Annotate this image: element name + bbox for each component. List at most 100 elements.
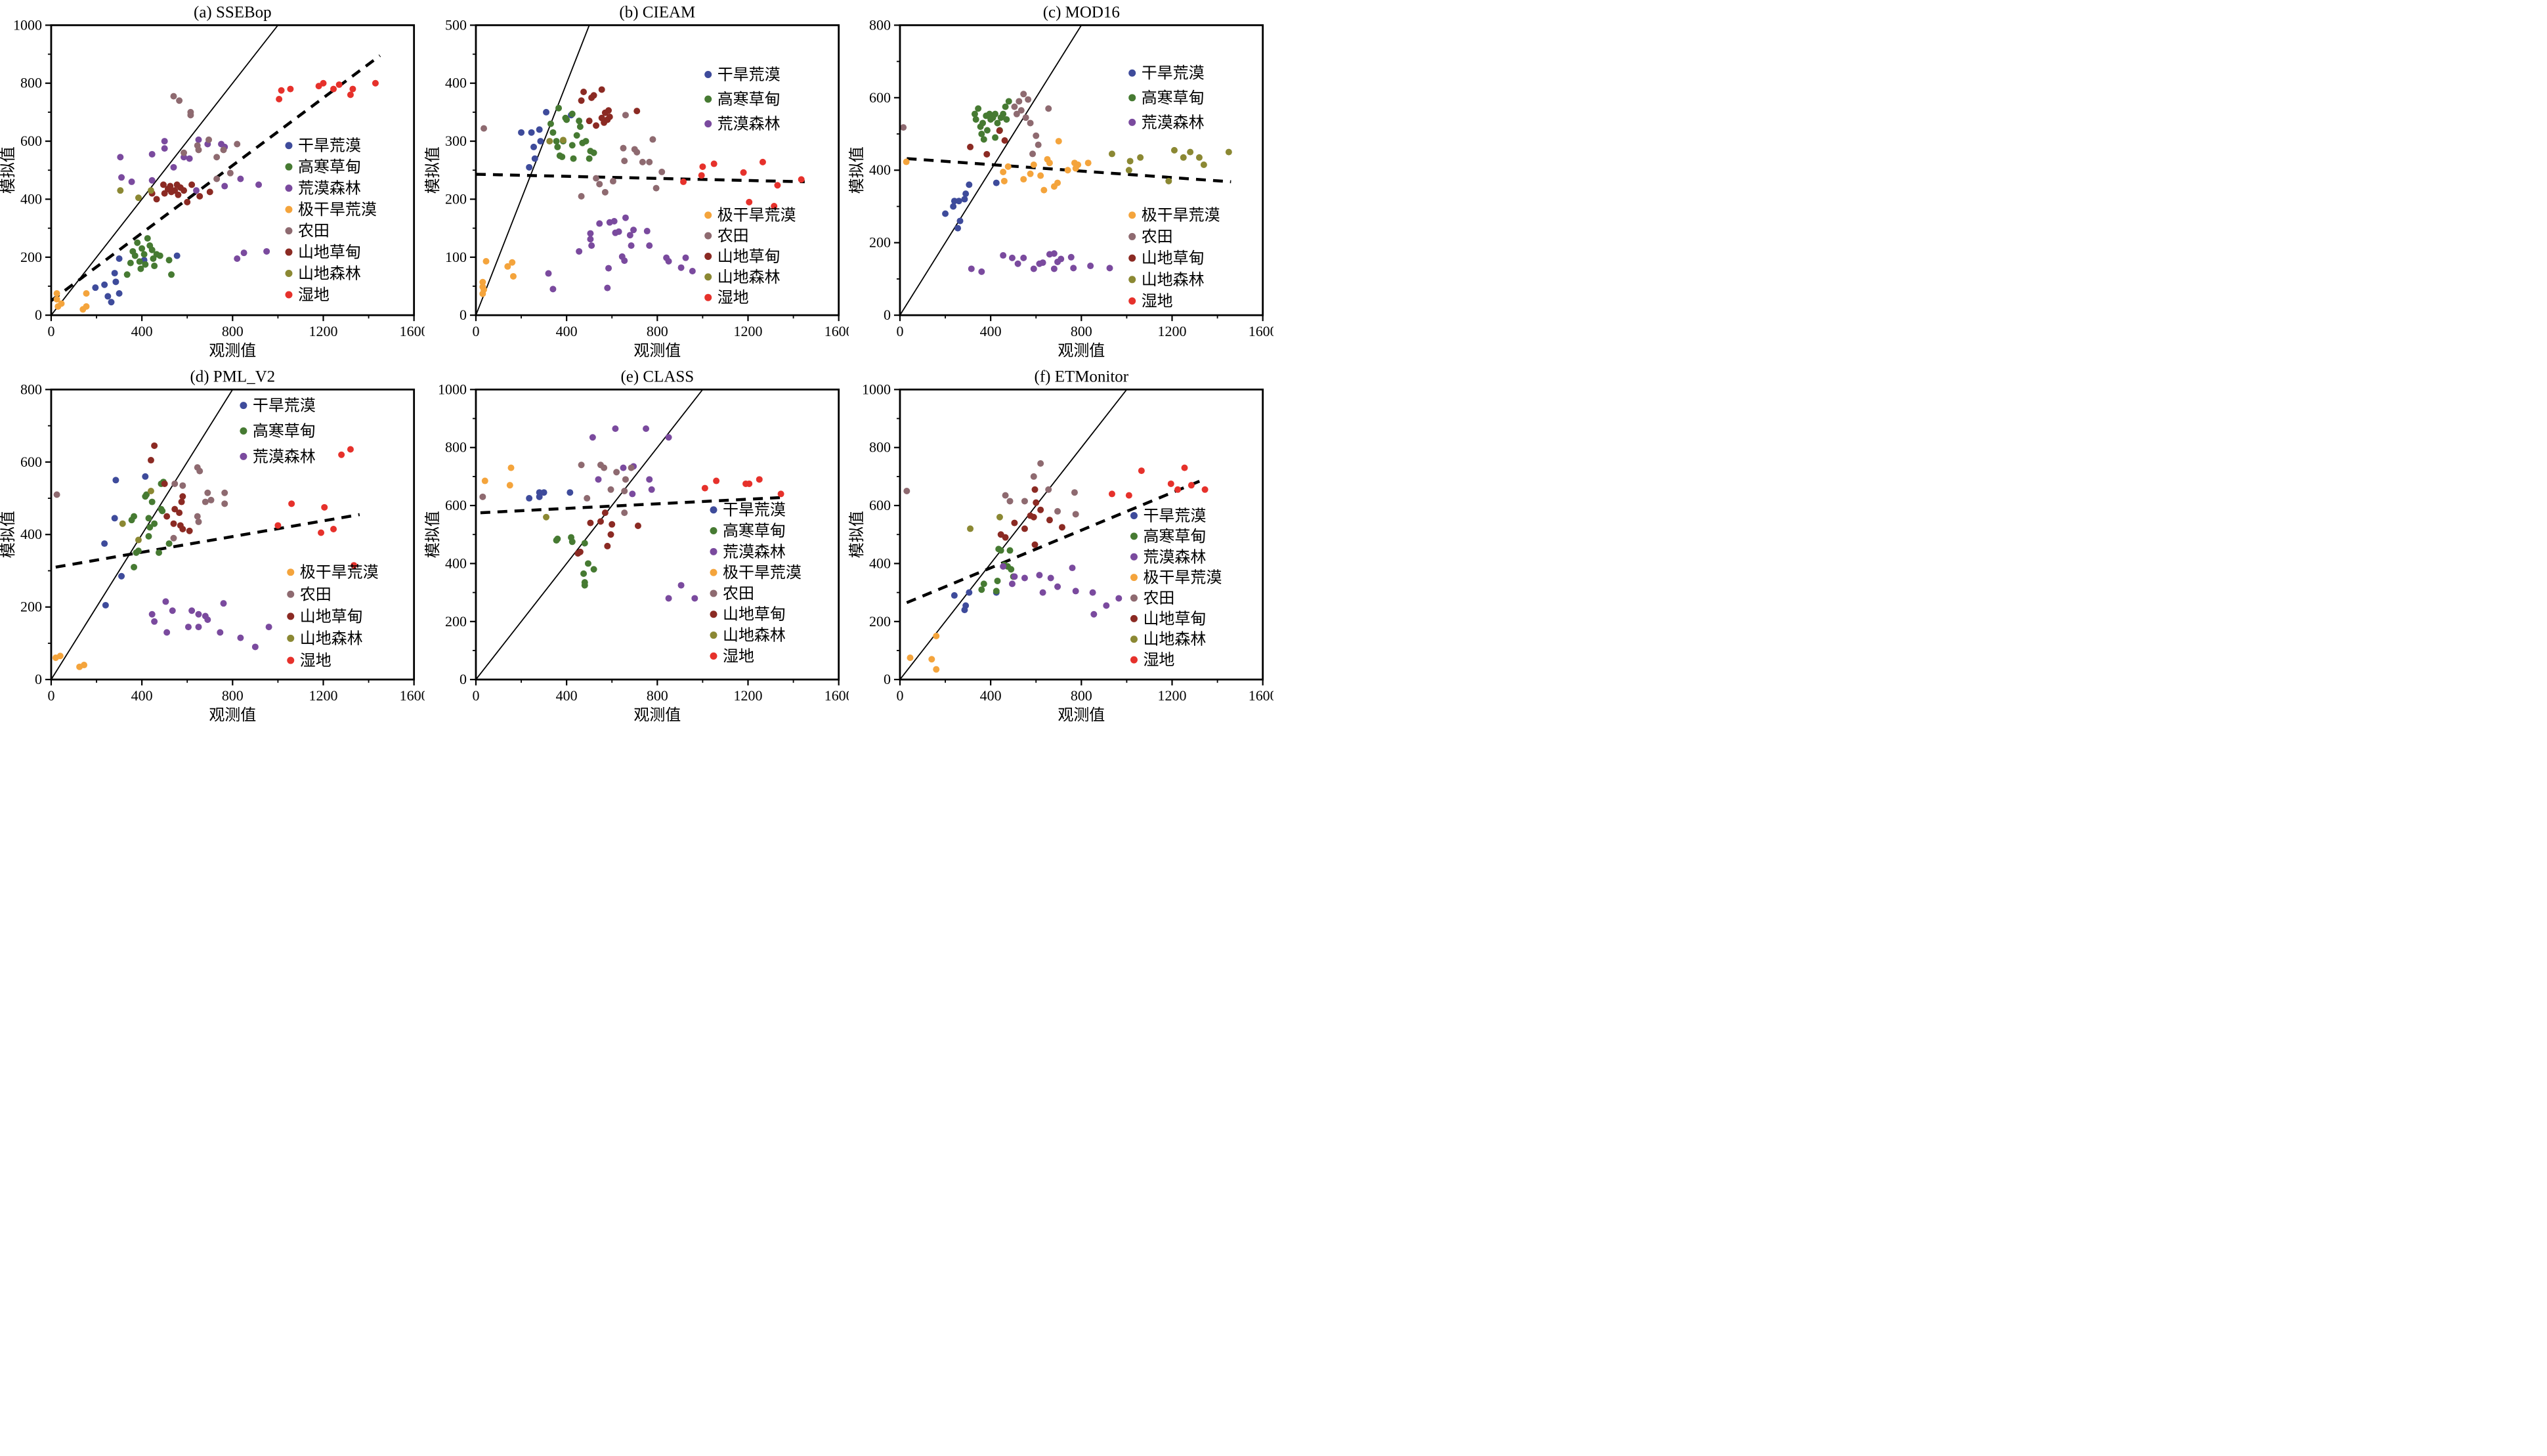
data-point xyxy=(170,163,177,171)
data-point xyxy=(1051,265,1058,272)
data-point xyxy=(601,188,609,196)
legend-item-label: 荒漠森林 xyxy=(1144,548,1207,566)
legend-item-label: 湿地 xyxy=(1142,292,1173,310)
data-point xyxy=(1180,154,1188,161)
data-point xyxy=(578,97,585,104)
legend-item-label: 农田 xyxy=(1144,589,1175,607)
data-point xyxy=(220,599,227,607)
data-point xyxy=(620,464,627,471)
data-point xyxy=(620,144,627,152)
data-point xyxy=(1035,141,1042,148)
data-point xyxy=(665,257,672,265)
data-point xyxy=(509,272,517,280)
x-tick-label: 400 xyxy=(555,687,577,704)
data-point xyxy=(777,490,784,497)
data-point xyxy=(628,490,635,497)
data-point xyxy=(1048,574,1055,582)
data-point xyxy=(677,582,685,589)
data-point xyxy=(1109,150,1116,158)
data-point xyxy=(1000,563,1007,570)
legend-swatch-2 xyxy=(285,184,293,192)
legend-item-label: 高寒草甸 xyxy=(1144,527,1207,545)
data-point xyxy=(1006,98,1013,105)
data-point xyxy=(195,146,202,154)
data-point xyxy=(237,175,244,182)
legend-item-label: 山地森林 xyxy=(298,265,361,283)
data-point xyxy=(620,158,628,165)
data-point xyxy=(1196,154,1203,161)
data-point xyxy=(568,538,576,545)
data-point xyxy=(1031,541,1038,548)
data-point xyxy=(774,182,781,189)
data-point xyxy=(161,145,168,152)
identity-line xyxy=(475,25,590,316)
data-point xyxy=(568,110,576,118)
data-point xyxy=(1181,464,1188,471)
x-tick-label: 400 xyxy=(980,323,1002,339)
data-point xyxy=(1201,486,1209,493)
data-point xyxy=(597,517,604,525)
data-point xyxy=(566,488,573,496)
legend-swatch-4 xyxy=(1128,232,1136,240)
data-point xyxy=(195,623,202,630)
data-point xyxy=(993,587,1000,594)
data-point xyxy=(83,290,90,297)
legend-swatch-1 xyxy=(240,427,247,435)
data-point xyxy=(586,118,593,125)
data-point xyxy=(658,168,665,175)
data-point xyxy=(933,632,940,639)
data-point xyxy=(1031,161,1038,168)
data-point xyxy=(117,187,124,194)
data-point xyxy=(598,86,605,93)
data-point xyxy=(140,251,148,258)
legend-swatch-3 xyxy=(1128,211,1136,219)
x-tick-label: 1200 xyxy=(1158,323,1187,339)
data-point xyxy=(196,193,203,200)
data-point xyxy=(1011,519,1018,526)
data-point xyxy=(160,181,167,188)
y-axis-label: 模拟值 xyxy=(849,146,866,194)
x-tick-label: 1200 xyxy=(309,323,338,339)
legend-item-label: 山地森林 xyxy=(1144,630,1207,648)
data-point xyxy=(1005,163,1012,170)
data-point xyxy=(137,265,144,272)
data-point xyxy=(159,507,166,514)
data-point xyxy=(1001,177,1008,184)
y-axis-label: 模拟值 xyxy=(849,511,866,558)
y-tick-label: 0 xyxy=(35,671,42,687)
data-point xyxy=(601,509,609,516)
legend-swatch-2 xyxy=(240,452,247,460)
legend-swatch-0 xyxy=(285,142,293,150)
data-point xyxy=(581,582,588,589)
data-point xyxy=(563,116,570,123)
legend-item-label: 荒漠森林 xyxy=(298,180,361,198)
data-point xyxy=(263,247,270,255)
data-point xyxy=(770,203,777,210)
data-point xyxy=(148,177,156,184)
data-point xyxy=(104,293,112,300)
data-point xyxy=(1011,103,1018,110)
data-point xyxy=(156,252,163,259)
data-point xyxy=(347,445,354,452)
data-point xyxy=(330,525,337,532)
data-point xyxy=(53,290,60,297)
data-point xyxy=(1085,160,1092,167)
data-point xyxy=(1059,523,1066,530)
data-point xyxy=(179,525,186,532)
data-point xyxy=(1027,170,1034,177)
data-point xyxy=(956,217,964,225)
data-point xyxy=(545,270,552,277)
y-tick-label: 400 xyxy=(445,555,467,571)
data-point xyxy=(1031,473,1038,480)
y-tick-label: 0 xyxy=(460,671,467,687)
data-point xyxy=(1000,169,1007,176)
legend-swatch-6 xyxy=(285,270,293,278)
plot-frame xyxy=(899,388,1264,681)
data-point xyxy=(1137,154,1144,161)
data-point xyxy=(1003,116,1010,123)
y-axis-label: 模拟值 xyxy=(425,146,442,194)
data-point xyxy=(148,150,156,158)
data-point xyxy=(525,494,532,502)
data-point xyxy=(966,589,973,596)
legend-swatch-3 xyxy=(710,568,717,576)
